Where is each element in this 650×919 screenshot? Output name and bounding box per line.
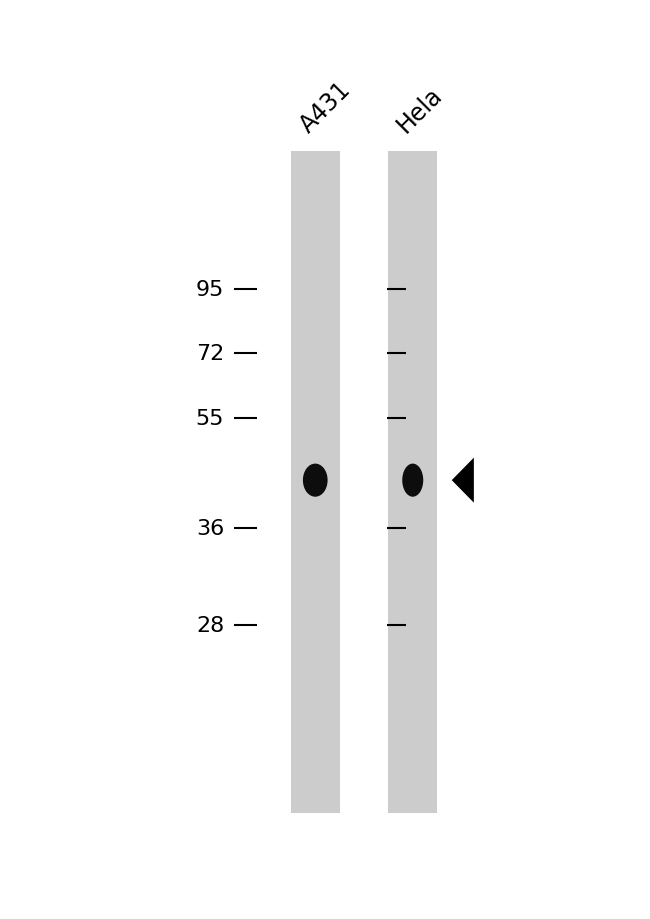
Text: 28: 28 (196, 615, 224, 635)
Text: 55: 55 (196, 408, 224, 428)
Text: 36: 36 (196, 518, 224, 539)
Bar (389, 152, 437, 813)
Bar (291, 152, 339, 813)
Text: A431: A431 (295, 78, 355, 138)
Ellipse shape (303, 464, 328, 497)
Text: 72: 72 (196, 344, 224, 364)
Polygon shape (452, 459, 474, 503)
Text: 95: 95 (196, 279, 224, 300)
Text: Hela: Hela (393, 84, 447, 138)
Ellipse shape (402, 464, 423, 497)
